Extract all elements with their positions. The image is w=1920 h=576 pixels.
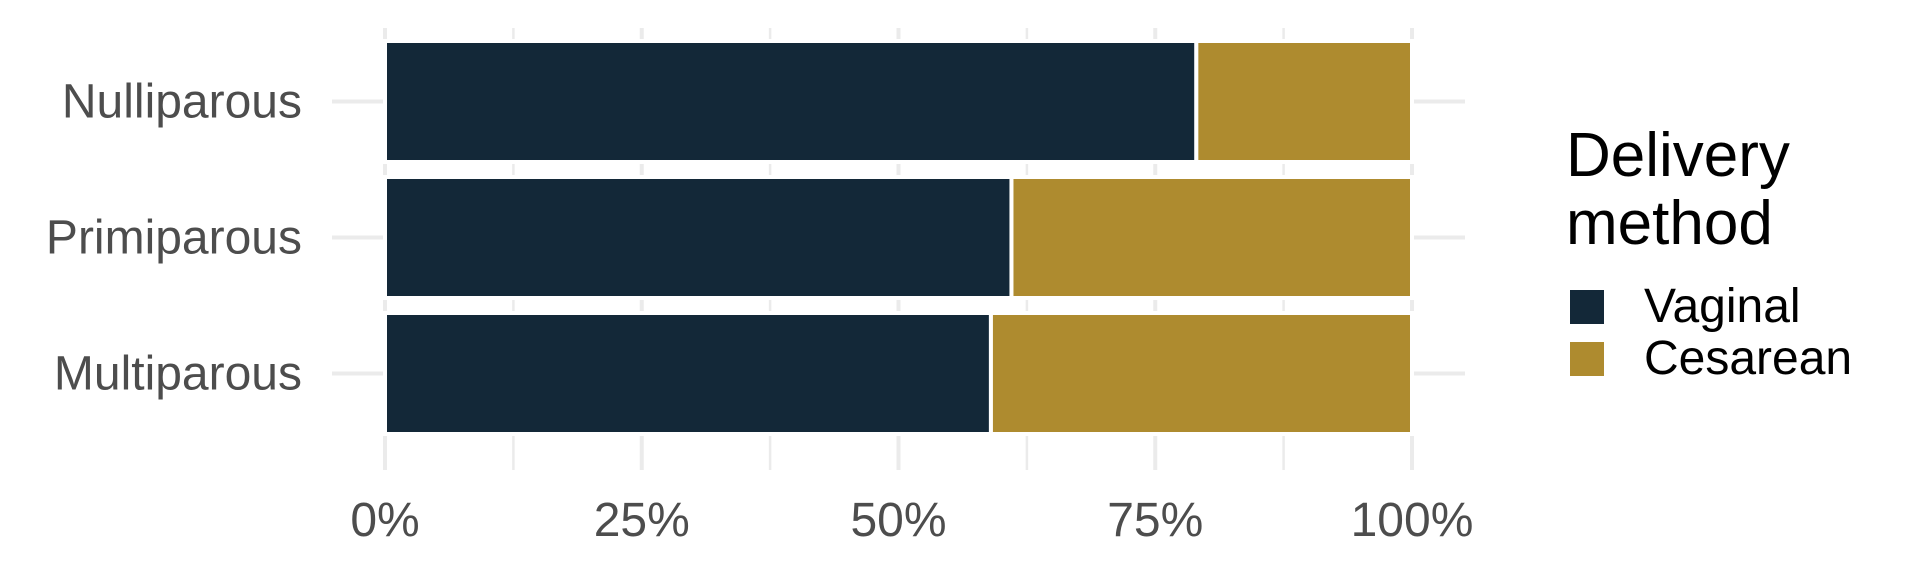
bar-cesarean-multiparous: [988, 311, 1414, 436]
legend-title-line-1: Delivery: [1566, 121, 1790, 190]
y-axis-labels: Nulliparous Primiparous Multiparous: [46, 76, 302, 401]
y-tick-label: Primiparous: [46, 212, 302, 265]
bar-vaginal-primiparous: [383, 175, 1014, 300]
legend-label-vaginal: Vaginal: [1644, 280, 1801, 333]
legend-label-cesarean: Cesarean: [1644, 332, 1852, 385]
bar-vaginal-nulliparous: [383, 39, 1199, 164]
legend-key-vaginal: [1570, 290, 1604, 324]
bar-cesarean-primiparous: [1009, 175, 1414, 300]
bar-vaginal-multiparous: [383, 311, 993, 436]
x-tick-label: 25%: [594, 494, 690, 547]
legend-key-cesarean: [1570, 342, 1604, 376]
bar-cesarean-nulliparous: [1194, 39, 1414, 164]
y-tick-label: Multiparous: [54, 348, 302, 401]
x-tick-label: 100%: [1351, 494, 1474, 547]
legend-title-line-2: method: [1566, 189, 1773, 258]
x-tick-label: 0%: [350, 494, 419, 547]
x-tick-label: 75%: [1107, 494, 1203, 547]
x-tick-label: 50%: [850, 494, 946, 547]
y-tick-label: Nulliparous: [62, 76, 302, 129]
x-axis-labels: 0% 25% 50% 75% 100%: [350, 494, 1473, 547]
bars: [383, 39, 1414, 436]
